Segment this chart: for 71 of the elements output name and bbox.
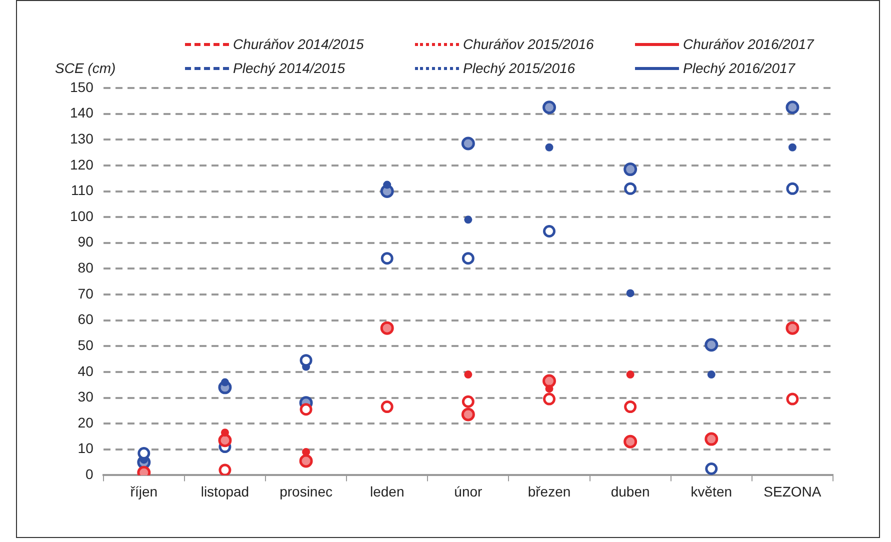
y-tick-label: 150 [70, 78, 94, 95]
y-tick-label: 100 [70, 208, 94, 224]
point [624, 400, 637, 414]
point [462, 252, 474, 265]
point [464, 370, 472, 379]
point [624, 182, 637, 195]
legend-label: Churáňov 2016/2017 [683, 36, 814, 52]
y-tick-label: 130 [70, 130, 94, 146]
point [543, 392, 556, 406]
y-tick-label: 40 [78, 362, 94, 379]
point [626, 289, 634, 298]
point [299, 454, 313, 468]
point [383, 180, 392, 189]
point [461, 136, 475, 150]
point [218, 434, 232, 448]
y-tick-label: 120 [70, 156, 94, 172]
y-tick-label: 90 [78, 234, 94, 250]
y-axis-title: SCE (cm) [55, 60, 116, 76]
legend-label: Churáňov 2015/2016 [463, 36, 594, 52]
point [218, 464, 232, 476]
legend-label: Plechý 2015/2016 [463, 60, 576, 76]
x-tick-label: SEZONA [764, 483, 822, 500]
point [380, 252, 394, 265]
x-tick-label: prosinec [280, 483, 332, 500]
y-tick-label: 110 [71, 182, 94, 198]
y-tick-label: 50 [78, 336, 94, 353]
point [624, 434, 638, 448]
point [464, 216, 472, 224]
point [705, 462, 718, 475]
point [786, 321, 800, 335]
y-tick-label: 20 [78, 414, 94, 430]
point [300, 403, 312, 416]
point [545, 143, 554, 152]
point [624, 162, 638, 176]
x-tick-label: duben [610, 483, 650, 500]
point [220, 378, 229, 386]
legend-label: Plechý 2014/2015 [233, 60, 346, 76]
y-tick-label: 30 [78, 388, 94, 405]
point [786, 392, 799, 406]
x-tick-label: únor [454, 483, 483, 500]
point [788, 143, 796, 152]
point [380, 321, 394, 335]
point [462, 395, 474, 408]
y-tick-label: 140 [70, 104, 94, 121]
y-tick-label: 0 [86, 466, 94, 482]
point [707, 370, 716, 379]
x-tick-label: květen [690, 483, 732, 500]
point [220, 428, 229, 437]
legend-label: Churáňov 2014/2015 [233, 36, 364, 52]
point [704, 432, 718, 446]
point [786, 182, 799, 195]
point [786, 100, 800, 114]
x-tick-label: leden [370, 483, 404, 500]
y-tick-label: 70 [78, 285, 94, 302]
y-tick-label: 60 [78, 311, 94, 328]
point [543, 225, 556, 238]
point [461, 408, 475, 422]
point [380, 400, 394, 414]
point [545, 384, 554, 393]
point [542, 374, 556, 388]
point [626, 370, 634, 379]
y-tick-label: 80 [78, 260, 94, 276]
legend-label: Plechý 2016/2017 [683, 60, 796, 76]
x-tick-label: listopad [200, 483, 250, 500]
x-tick-label: březen [528, 483, 571, 500]
point [302, 448, 310, 456]
point [300, 354, 312, 367]
point [704, 338, 718, 352]
point [542, 100, 556, 114]
y-tick-label: 10 [78, 440, 94, 456]
x-tick-label: říjen [130, 483, 158, 500]
